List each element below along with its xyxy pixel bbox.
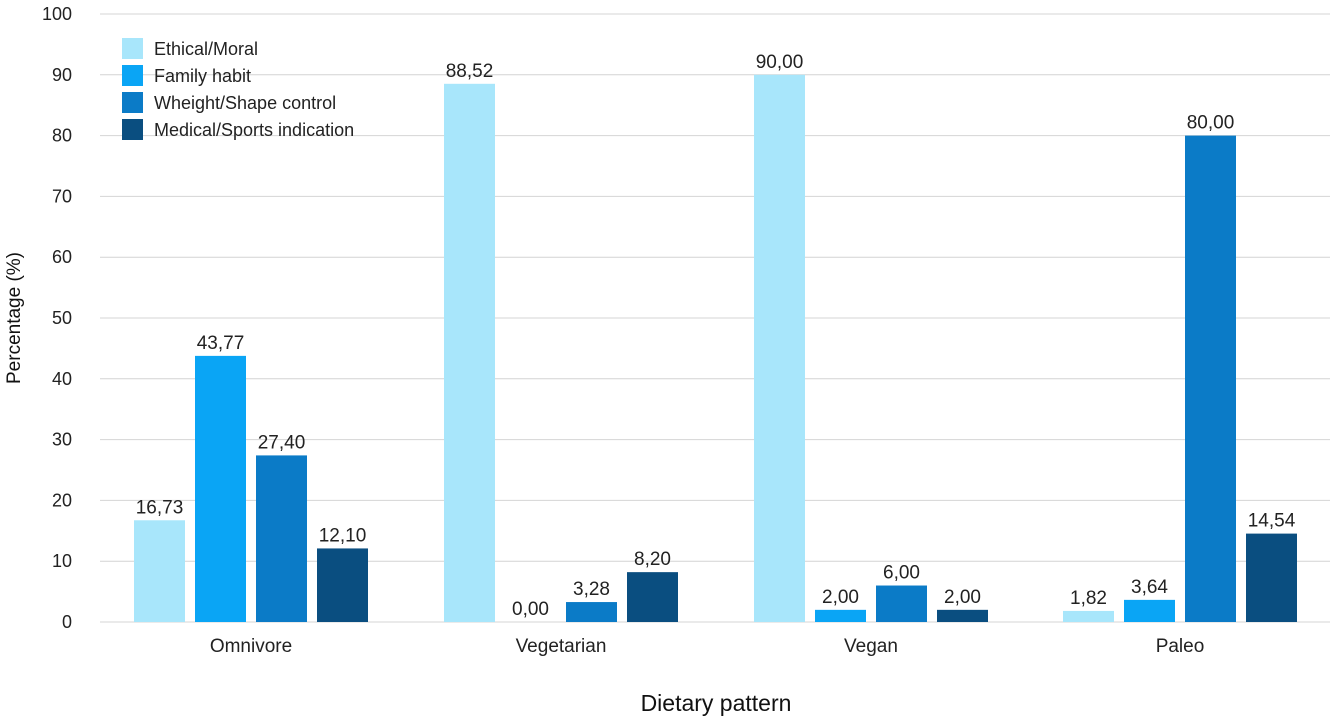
data-label: 2,00 <box>944 587 981 608</box>
legend-label: Family habit <box>154 66 251 86</box>
bar <box>1124 599 1175 622</box>
bars <box>134 74 1297 623</box>
y-tick-label: 60 <box>52 247 72 267</box>
y-axis-title: Percentage (%) <box>4 252 25 384</box>
data-labels: 16,73 88,52 90,00 1,82 43,77 0,00 2,00 3,64 27,4… <box>136 52 1296 620</box>
y-tick-label: 40 <box>52 369 72 389</box>
bar <box>317 548 368 622</box>
data-label: 3,64 <box>1131 577 1168 598</box>
data-label: 43,77 <box>197 333 245 354</box>
y-tick-label: 80 <box>52 126 72 146</box>
data-label: 3,28 <box>573 579 610 600</box>
bar <box>566 602 617 622</box>
bar <box>444 83 495 622</box>
data-label: 8,20 <box>634 549 671 570</box>
legend-label: Wheight/Shape control <box>154 93 336 113</box>
data-label: 1,82 <box>1070 588 1107 609</box>
bar <box>134 520 185 622</box>
y-tick-label: 90 <box>52 65 72 85</box>
bar <box>754 74 805 623</box>
data-label: 2,00 <box>822 587 859 608</box>
x-axis-categories: Omnivore Vegetarian Vegan Paleo <box>210 636 1204 657</box>
x-tick-label: Vegan <box>844 636 898 657</box>
bar <box>815 609 866 622</box>
bar <box>1063 610 1114 622</box>
x-tick-label: Vegetarian <box>516 636 607 657</box>
y-tick-label: 10 <box>52 551 72 571</box>
bar <box>1185 135 1236 622</box>
y-tick-label: 50 <box>52 308 72 328</box>
data-label: 16,73 <box>136 497 184 518</box>
y-tick-label: 20 <box>52 490 72 510</box>
x-tick-label: Omnivore <box>210 636 292 657</box>
data-label: 12,10 <box>319 525 367 546</box>
bar <box>195 355 246 622</box>
y-tick-label: 30 <box>52 430 72 450</box>
y-tick-label: 100 <box>42 4 72 24</box>
x-axis-title: Dietary pattern <box>641 690 792 716</box>
legend-swatch <box>122 38 143 59</box>
legend-swatch <box>122 65 143 86</box>
bar <box>1246 533 1297 622</box>
bar <box>937 609 988 622</box>
x-tick-label: Paleo <box>1156 636 1205 657</box>
legend-swatch <box>122 92 143 113</box>
bar <box>876 585 927 622</box>
bar <box>627 572 678 622</box>
legend-label: Ethical/Moral <box>154 39 258 59</box>
data-label: 27,40 <box>258 432 306 453</box>
data-label: 6,00 <box>883 563 920 584</box>
data-label: 14,54 <box>1248 511 1296 532</box>
data-label: 80,00 <box>1187 113 1235 134</box>
data-label: 0,00 <box>512 599 549 620</box>
legend-label: Medical/Sports indication <box>154 120 354 140</box>
y-tick-label: 70 <box>52 186 72 206</box>
data-label: 88,52 <box>446 61 494 82</box>
data-label: 90,00 <box>756 52 804 73</box>
legend: Ethical/Moral Family habit Wheight/Shape c… <box>122 38 354 140</box>
legend-swatch <box>122 119 143 140</box>
y-tick-label: 0 <box>62 612 72 632</box>
y-axis-ticks: 0 10 20 30 40 50 60 70 80 90 100 <box>42 4 72 632</box>
bar <box>256 455 307 622</box>
